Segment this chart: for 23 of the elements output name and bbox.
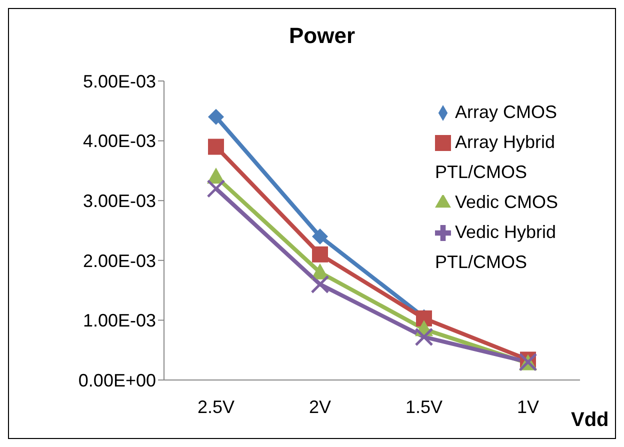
chart-title: Power	[288, 23, 356, 49]
x-tick-label: 2.5V	[197, 396, 235, 417]
y-tick-label: 2.00E-03	[82, 250, 156, 271]
point	[206, 179, 226, 198]
y-tick-label: 4.00E-03	[82, 131, 156, 152]
legend-label: Array CMOS	[455, 102, 558, 122]
point	[208, 138, 224, 155]
point	[312, 246, 328, 262]
point	[312, 228, 328, 244]
x-tick-label: 2V	[308, 396, 332, 417]
y-tick-label: 1.00E-03	[82, 310, 156, 331]
point	[310, 275, 330, 294]
y-tick-label: 5.00E-03	[82, 71, 156, 92]
x-axis-title: Vdd	[571, 409, 609, 432]
y-tick-label: 3.00E-03	[82, 190, 156, 211]
legend-label: Vedic Hybrid PTL/CMOS	[435, 222, 556, 272]
point	[208, 108, 224, 125]
legend-label: Vedic CMOS	[455, 192, 558, 212]
legend-label: Array Hybrid PTL/CMOS	[435, 132, 556, 182]
y-tick-label: 0.00E+00	[78, 370, 156, 390]
x-tick-label: 1V	[516, 396, 540, 417]
x-tick-label: 1.5V	[405, 396, 443, 417]
point	[414, 328, 434, 346]
